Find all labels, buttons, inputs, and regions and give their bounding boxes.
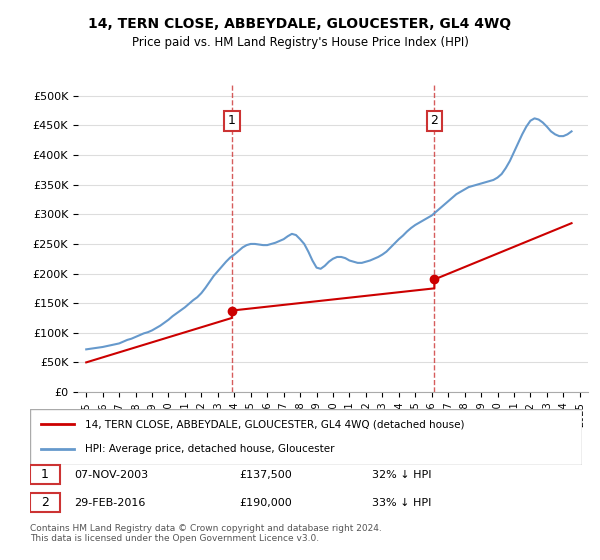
FancyBboxPatch shape [30, 493, 61, 512]
Text: 32% ↓ HPI: 32% ↓ HPI [372, 470, 432, 479]
Text: £137,500: £137,500 [240, 470, 293, 479]
Text: 2: 2 [41, 496, 49, 509]
Text: 1: 1 [41, 468, 49, 481]
Text: £190,000: £190,000 [240, 498, 293, 507]
Text: 07-NOV-2003: 07-NOV-2003 [74, 470, 148, 479]
Text: Price paid vs. HM Land Registry's House Price Index (HPI): Price paid vs. HM Land Registry's House … [131, 36, 469, 49]
Text: 14, TERN CLOSE, ABBEYDALE, GLOUCESTER, GL4 4WQ (detached house): 14, TERN CLOSE, ABBEYDALE, GLOUCESTER, G… [85, 419, 465, 430]
FancyBboxPatch shape [30, 409, 582, 465]
Text: 29-FEB-2016: 29-FEB-2016 [74, 498, 146, 507]
FancyBboxPatch shape [30, 465, 61, 484]
Text: HPI: Average price, detached house, Gloucester: HPI: Average price, detached house, Glou… [85, 444, 335, 454]
Text: 33% ↓ HPI: 33% ↓ HPI [372, 498, 431, 507]
Text: 1: 1 [228, 114, 236, 128]
Text: 2: 2 [430, 114, 438, 128]
Text: 14, TERN CLOSE, ABBEYDALE, GLOUCESTER, GL4 4WQ: 14, TERN CLOSE, ABBEYDALE, GLOUCESTER, G… [88, 17, 512, 31]
Text: Contains HM Land Registry data © Crown copyright and database right 2024.
This d: Contains HM Land Registry data © Crown c… [30, 524, 382, 543]
